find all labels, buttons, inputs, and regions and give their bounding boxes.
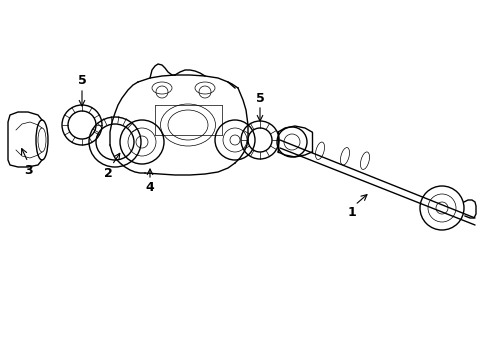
Text: 2: 2	[103, 166, 112, 180]
Text: 5: 5	[256, 91, 265, 104]
Text: 5: 5	[77, 73, 86, 86]
Text: 1: 1	[347, 206, 356, 219]
Text: 3: 3	[24, 163, 32, 176]
Text: 4: 4	[146, 180, 154, 194]
